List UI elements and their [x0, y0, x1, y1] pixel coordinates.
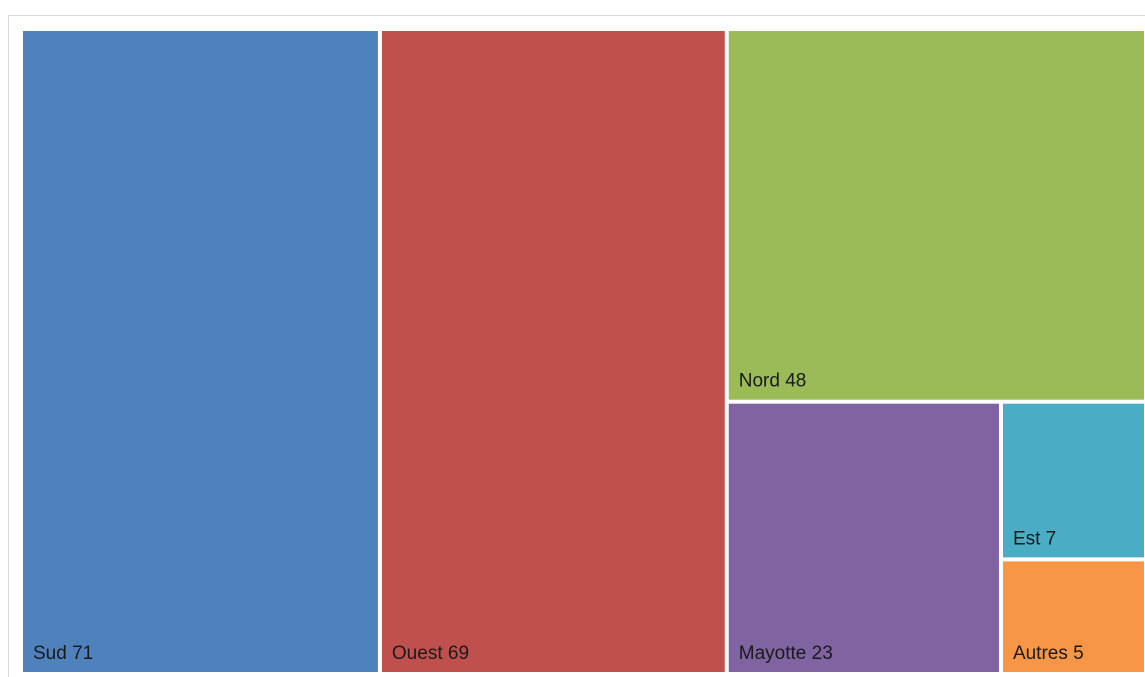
- tile-mayotte: Mayotte 23: [728, 403, 999, 672]
- tile-rect-ouest: [381, 31, 725, 672]
- tile-ouest: Ouest 69: [381, 31, 725, 672]
- tile-rect-autres: [1002, 561, 1144, 672]
- tile-label-ouest: Ouest 69: [392, 643, 469, 664]
- tile-nord: Nord 48: [728, 31, 1144, 400]
- tile-label-sud: Sud 71: [33, 643, 93, 664]
- tile-label-autres: Autres 5: [1013, 643, 1084, 664]
- tile-rect-est: [1002, 403, 1144, 558]
- treemap-tiles: Sud 71 Ouest 69 Nord 48 Mayotte 23 Est 7 Autr…: [23, 31, 1144, 672]
- tile-est: Est 7: [1002, 403, 1144, 558]
- tile-rect-nord: [728, 31, 1144, 400]
- tile-label-nord: Nord 48: [739, 371, 807, 392]
- tile-label-mayotte: Mayotte 23: [739, 643, 833, 664]
- tile-sud: Sud 71: [23, 31, 378, 672]
- tile-rect-mayotte: [728, 403, 999, 672]
- tile-rect-sud: [23, 31, 378, 672]
- tile-label-est: Est 7: [1013, 528, 1056, 549]
- tile-autres: Autres 5: [1002, 561, 1144, 672]
